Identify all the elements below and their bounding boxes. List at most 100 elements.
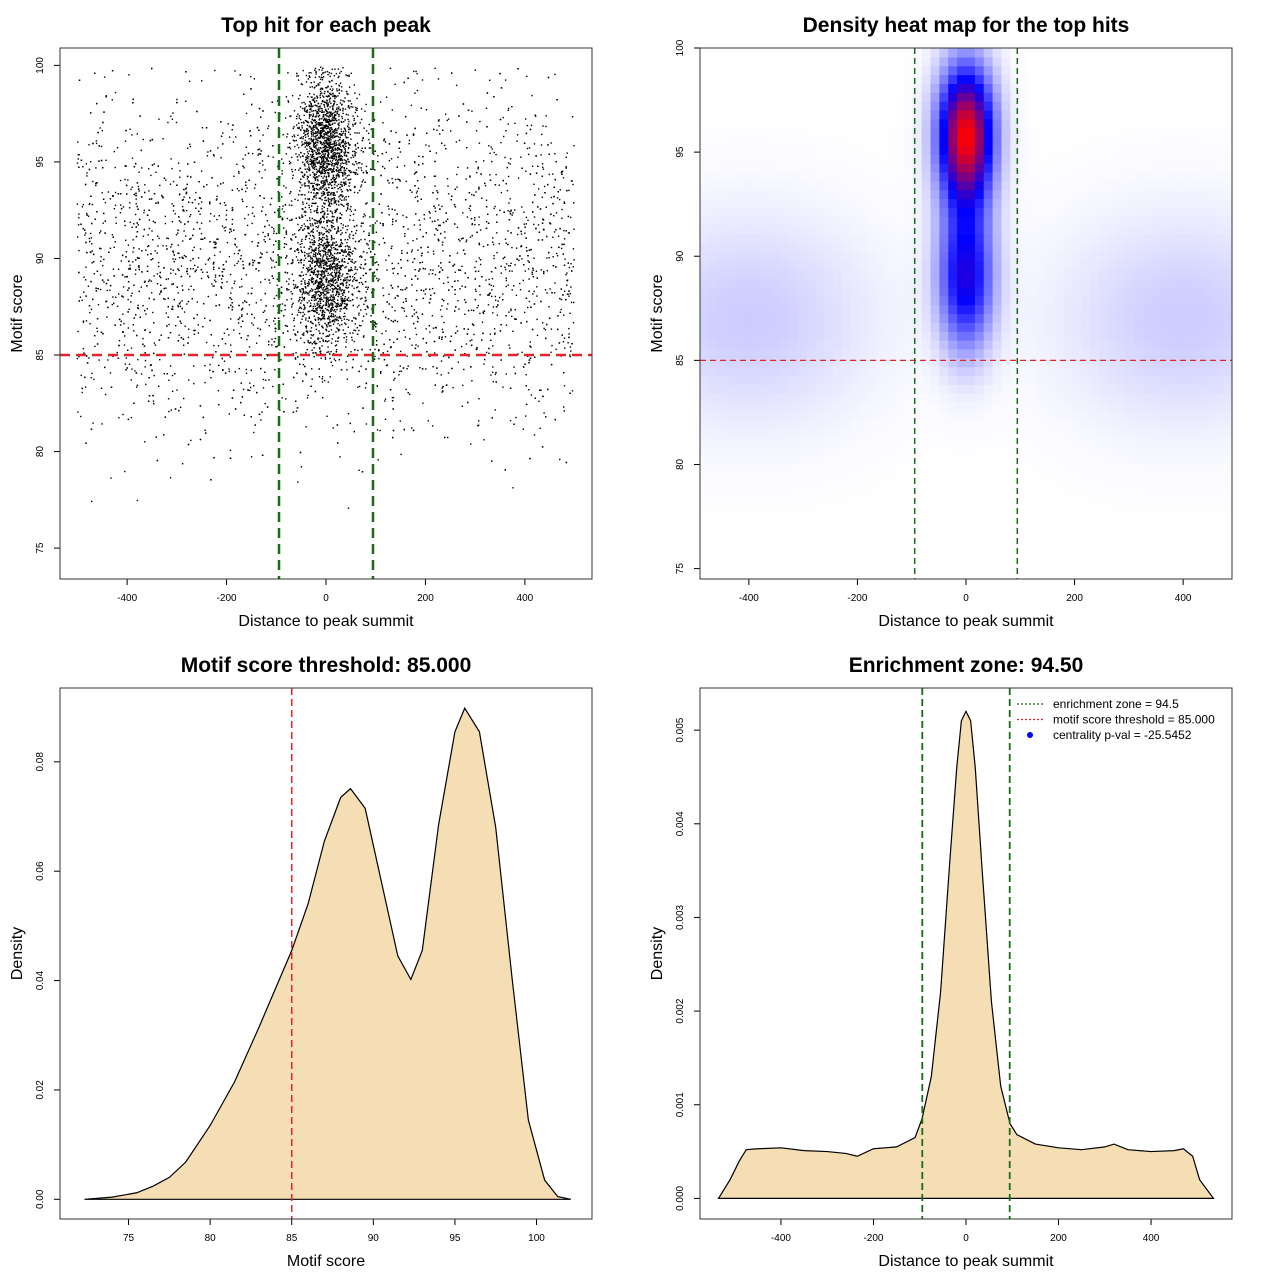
scatter-point xyxy=(326,113,328,115)
scatter-point xyxy=(338,171,340,173)
scatter-point xyxy=(322,113,325,116)
scatter-point xyxy=(341,319,343,322)
scatter-point xyxy=(323,100,325,103)
scatter-point xyxy=(356,97,358,100)
scatter-point xyxy=(321,249,323,252)
scatter-point xyxy=(167,121,169,124)
scatter-point xyxy=(350,138,352,140)
scatter-point xyxy=(262,378,265,381)
scatter-point xyxy=(334,318,336,320)
scatter-point xyxy=(490,339,492,341)
scatter-point xyxy=(351,171,353,173)
scatter-point xyxy=(323,181,325,183)
scatter-point xyxy=(343,121,345,123)
scatter-point xyxy=(251,322,253,324)
scatter-point xyxy=(330,247,333,249)
scatter-point xyxy=(314,159,316,161)
scatter-point xyxy=(341,196,343,198)
scatter-point xyxy=(302,155,304,158)
scatter-point xyxy=(328,255,330,257)
scatter-point xyxy=(322,153,324,155)
scatter-point xyxy=(346,207,349,209)
scatter-point xyxy=(572,266,574,268)
scatter-point xyxy=(330,136,332,138)
scatter-point xyxy=(314,132,316,135)
scatter-point xyxy=(308,232,310,235)
scatter-point xyxy=(342,250,344,252)
scatter-point xyxy=(310,256,312,259)
scatter-point xyxy=(89,323,91,325)
scatter-point xyxy=(351,336,353,339)
scatter-point xyxy=(111,234,114,236)
scatter-point xyxy=(315,187,317,190)
scatter-point xyxy=(319,106,321,108)
scatter-point xyxy=(375,340,378,342)
scatter-point xyxy=(331,225,333,227)
scatter-point xyxy=(316,192,318,194)
scatter-point xyxy=(376,277,378,280)
scatter-point xyxy=(340,151,342,153)
scatter-point xyxy=(322,266,325,269)
scatter-point xyxy=(385,96,388,98)
scatter-point xyxy=(360,239,362,241)
scatter-point xyxy=(418,155,420,157)
scatter-point xyxy=(344,129,347,131)
scatter-point xyxy=(316,97,318,99)
scatter-point xyxy=(314,67,317,70)
scatter-point xyxy=(321,314,323,316)
scatter-point xyxy=(316,144,318,146)
scatter-point xyxy=(343,280,345,282)
scatter-point xyxy=(95,184,97,187)
scatter-point xyxy=(86,172,88,174)
scatter-point xyxy=(183,311,186,313)
scatter-point xyxy=(341,204,344,206)
scatter-point xyxy=(429,212,431,214)
scatter-point xyxy=(323,216,325,218)
scatter-point xyxy=(313,303,316,305)
scatter-point xyxy=(327,301,329,303)
scatter-point xyxy=(188,379,190,381)
scatter-point xyxy=(119,324,122,326)
scatter-point xyxy=(362,336,365,338)
scatter-point xyxy=(322,168,324,171)
scatter-point xyxy=(323,142,325,144)
scatter-point xyxy=(323,103,325,106)
scatter-point xyxy=(331,305,334,307)
scatter-point xyxy=(296,75,298,77)
scatter-point xyxy=(168,379,170,381)
scatter-point xyxy=(307,157,309,160)
scatter-point xyxy=(334,114,337,116)
scatter-point xyxy=(281,303,284,305)
scatter-point xyxy=(559,198,561,201)
scatter-point xyxy=(162,138,164,140)
scatter-point xyxy=(334,186,336,189)
scatter-point xyxy=(310,268,312,270)
scatter-point xyxy=(336,264,339,266)
scatter-point xyxy=(322,149,324,151)
scatter-point xyxy=(505,242,507,244)
scatter-point xyxy=(311,349,313,351)
scatter-point xyxy=(508,202,510,204)
scatter-point xyxy=(109,247,112,249)
scatter-point xyxy=(90,377,92,379)
scatter-point xyxy=(306,155,308,157)
scatter-point xyxy=(364,387,367,389)
scatter-point xyxy=(238,170,240,173)
scatter-point xyxy=(329,111,331,114)
scatter-point xyxy=(303,108,306,110)
scatter-point xyxy=(332,243,334,245)
scatter-point xyxy=(192,268,194,270)
scatter-point xyxy=(308,300,310,302)
scatter-point xyxy=(319,165,321,168)
scatter-point xyxy=(325,235,328,237)
scatter-point xyxy=(343,302,346,305)
scatter-point xyxy=(129,268,131,270)
scatter-point xyxy=(327,131,330,133)
scatter-point xyxy=(326,326,328,328)
scatter-point xyxy=(336,111,338,113)
scatter-point xyxy=(317,162,320,164)
scatter-point xyxy=(314,145,316,147)
scatter-point xyxy=(493,255,495,257)
scatter-point xyxy=(264,278,266,281)
scatter-point xyxy=(266,220,269,222)
